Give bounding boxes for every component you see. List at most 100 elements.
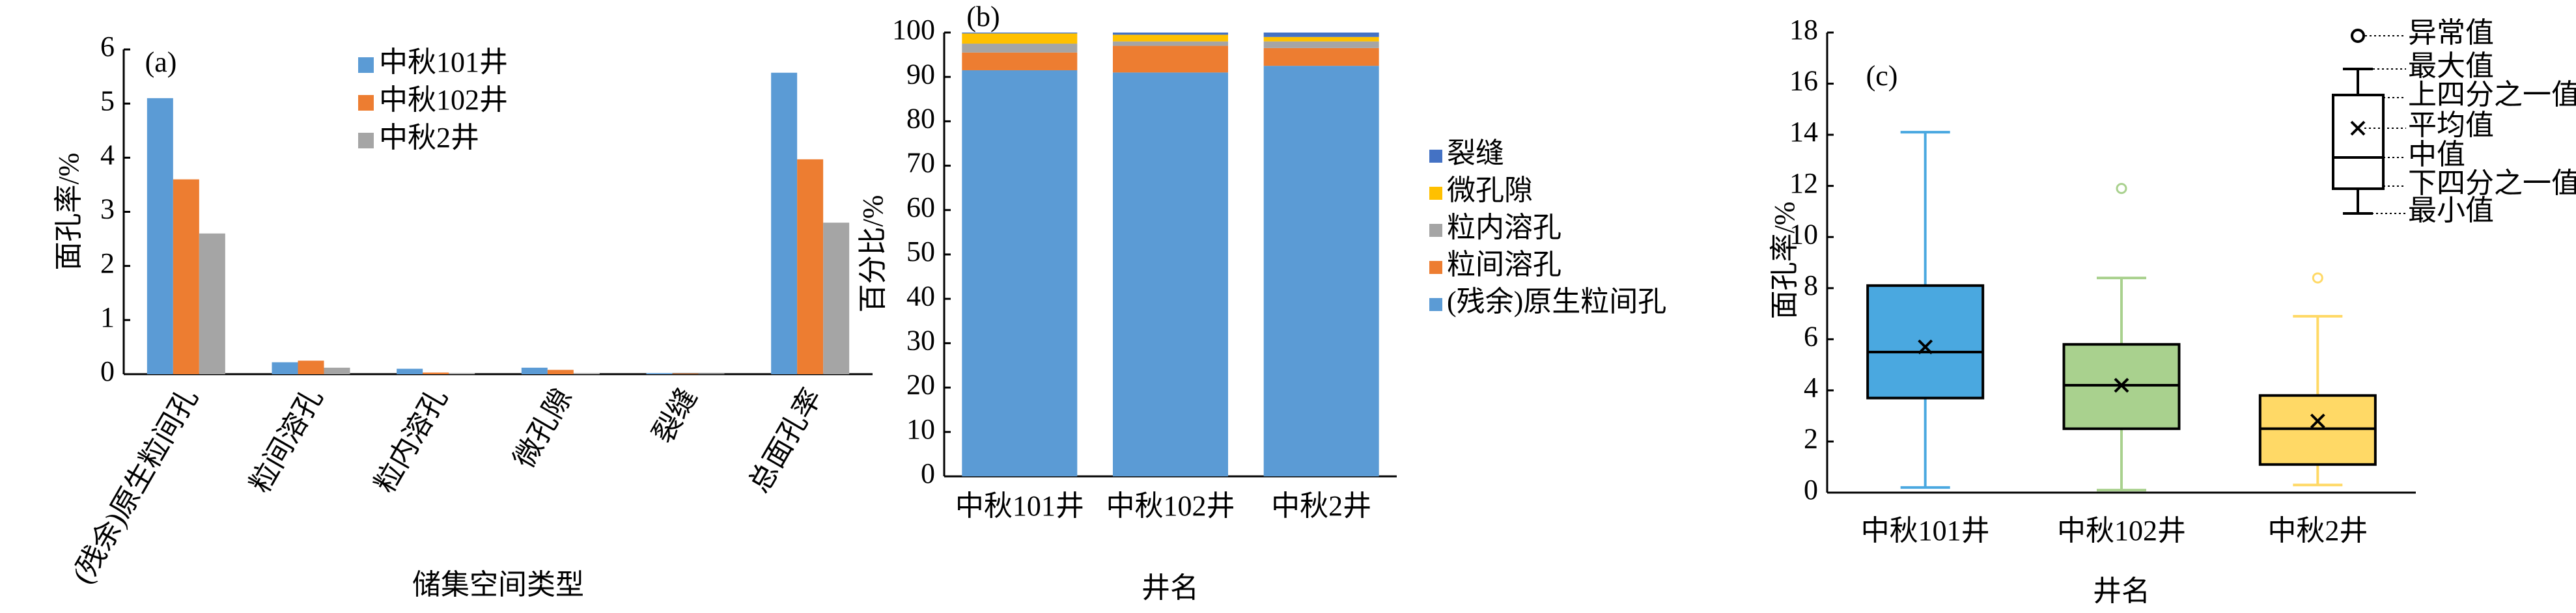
x-axis-title: 储集空间类型 xyxy=(412,569,584,601)
y-axis-title: 面孔率/% xyxy=(53,153,85,271)
bar-segment xyxy=(1263,41,1379,48)
legend-swatch xyxy=(358,57,374,73)
x-tick-label: 中秋102井 xyxy=(1106,490,1235,522)
panel-label: (c) xyxy=(1866,60,1898,92)
bar xyxy=(272,362,298,374)
panel-label: (b) xyxy=(966,1,1000,33)
bar xyxy=(823,223,850,374)
y-tick-label: 6 xyxy=(100,31,115,62)
bar-segment xyxy=(1263,36,1379,42)
y-axis-title: 面孔率/% xyxy=(1769,202,1800,320)
bar-segment xyxy=(1113,46,1228,73)
key-label: 异常值 xyxy=(2408,17,2494,49)
bar-segment xyxy=(962,52,1078,70)
x-tick-label: 裂缝 xyxy=(647,383,703,449)
bar xyxy=(771,72,798,375)
box xyxy=(1866,284,1985,400)
y-tick-label: 4 xyxy=(1804,372,1818,403)
legend-label: 中秋102井 xyxy=(379,84,508,116)
x-axis-title: 井名 xyxy=(1141,572,1199,604)
y-axis-title: 百分比/% xyxy=(857,195,889,313)
mean-marker xyxy=(2310,413,2325,429)
y-tick-label: 2 xyxy=(1804,423,1818,455)
legend-label: 微孔隙 xyxy=(1447,174,1533,206)
x-tick-label: 粒内溶孔 xyxy=(369,383,453,498)
bar-segment xyxy=(962,70,1078,477)
x-tick-label: 总面孔率 xyxy=(743,383,828,498)
bar-segment xyxy=(1263,33,1379,37)
x-tick-label: 微孔隙 xyxy=(508,383,578,474)
x-tick-label: 中秋101井 xyxy=(955,490,1084,522)
bar-segment xyxy=(962,44,1078,53)
key-label: 平均值 xyxy=(2408,109,2494,141)
legend-label: 裂缝 xyxy=(1447,137,1504,169)
legend-label: (残余)原生粒间孔 xyxy=(1447,286,1666,318)
outlier xyxy=(2312,272,2323,284)
y-tick-label: 8 xyxy=(1804,269,1818,301)
mean-marker xyxy=(1918,339,1933,355)
x-tick-label: (残余)原生粒间孔 xyxy=(66,383,204,590)
y-tick-label: 20 xyxy=(906,369,935,401)
x-tick-label: 中秋2井 xyxy=(2267,515,2368,547)
key-label: 最小值 xyxy=(2408,195,2494,226)
y-tick-label: 60 xyxy=(906,191,935,223)
bar-segment xyxy=(1263,48,1379,66)
y-tick-label: 100 xyxy=(892,14,935,46)
bar xyxy=(173,179,199,374)
bar xyxy=(547,370,574,374)
panel-label: (a) xyxy=(145,46,177,78)
y-tick-label: 1 xyxy=(100,301,115,333)
bar-segment xyxy=(1113,72,1228,476)
y-tick-label: 4 xyxy=(100,139,115,170)
y-tick-label: 6 xyxy=(1804,320,1818,352)
bar xyxy=(423,372,449,374)
key-mean xyxy=(2350,120,2366,136)
bar xyxy=(449,373,475,374)
bar xyxy=(199,233,225,374)
outlier xyxy=(2116,183,2127,195)
bar-segment xyxy=(1113,34,1228,42)
y-tick-label: 14 xyxy=(1789,116,1818,148)
bar xyxy=(646,373,673,374)
bar xyxy=(797,159,824,374)
bar-segment xyxy=(1263,66,1379,476)
y-tick-label: 30 xyxy=(906,324,935,356)
bar xyxy=(298,361,324,374)
y-tick-label: 10 xyxy=(1789,218,1818,250)
x-tick-label: 粒间溶孔 xyxy=(244,383,328,498)
key-label: 上四分之一值 xyxy=(2408,79,2576,111)
legend-label: 中秋101井 xyxy=(379,46,508,78)
legend-swatch xyxy=(1429,298,1442,311)
legend-label: 粒间溶孔 xyxy=(1447,249,1561,280)
legend-swatch xyxy=(1429,224,1442,237)
key-label: 最大值 xyxy=(2408,50,2494,82)
bar xyxy=(397,368,423,374)
bar-segment xyxy=(1113,41,1228,46)
y-tick-label: 0 xyxy=(1804,474,1818,506)
box-key xyxy=(2332,29,2406,215)
legend-swatch xyxy=(358,133,374,148)
mean-marker xyxy=(2114,377,2129,393)
y-tick-label: 40 xyxy=(906,280,935,312)
bar xyxy=(521,368,548,374)
legend-swatch xyxy=(1429,261,1442,274)
bar-segment xyxy=(962,33,1078,44)
y-tick-label: 90 xyxy=(906,58,935,90)
y-tick-label: 10 xyxy=(906,413,935,445)
legend-swatch xyxy=(1429,150,1442,163)
y-tick-label: 0 xyxy=(921,457,935,489)
legend-swatch xyxy=(358,95,374,111)
bar xyxy=(573,373,600,374)
key-box xyxy=(2332,94,2385,190)
y-tick-label: 2 xyxy=(100,247,115,279)
legend-swatch xyxy=(1429,187,1442,200)
y-tick-label: 50 xyxy=(906,236,935,267)
key-label: 中值 xyxy=(2408,139,2465,170)
y-tick-label: 12 xyxy=(1789,167,1818,199)
y-tick-label: 80 xyxy=(906,102,935,134)
y-tick-label: 3 xyxy=(100,193,115,225)
y-tick-label: 0 xyxy=(100,355,115,387)
key-label: 下四分之一值 xyxy=(2408,167,2576,199)
x-tick-label: 中秋2井 xyxy=(1271,490,1371,522)
